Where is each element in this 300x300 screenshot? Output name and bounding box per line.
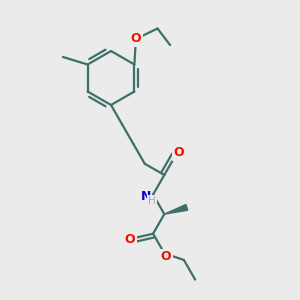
- Text: H: H: [148, 196, 156, 206]
- Polygon shape: [164, 205, 188, 214]
- Text: N: N: [140, 190, 151, 202]
- Text: O: O: [160, 250, 171, 263]
- Text: O: O: [124, 233, 135, 246]
- Text: O: O: [174, 146, 184, 159]
- Text: O: O: [130, 32, 141, 46]
